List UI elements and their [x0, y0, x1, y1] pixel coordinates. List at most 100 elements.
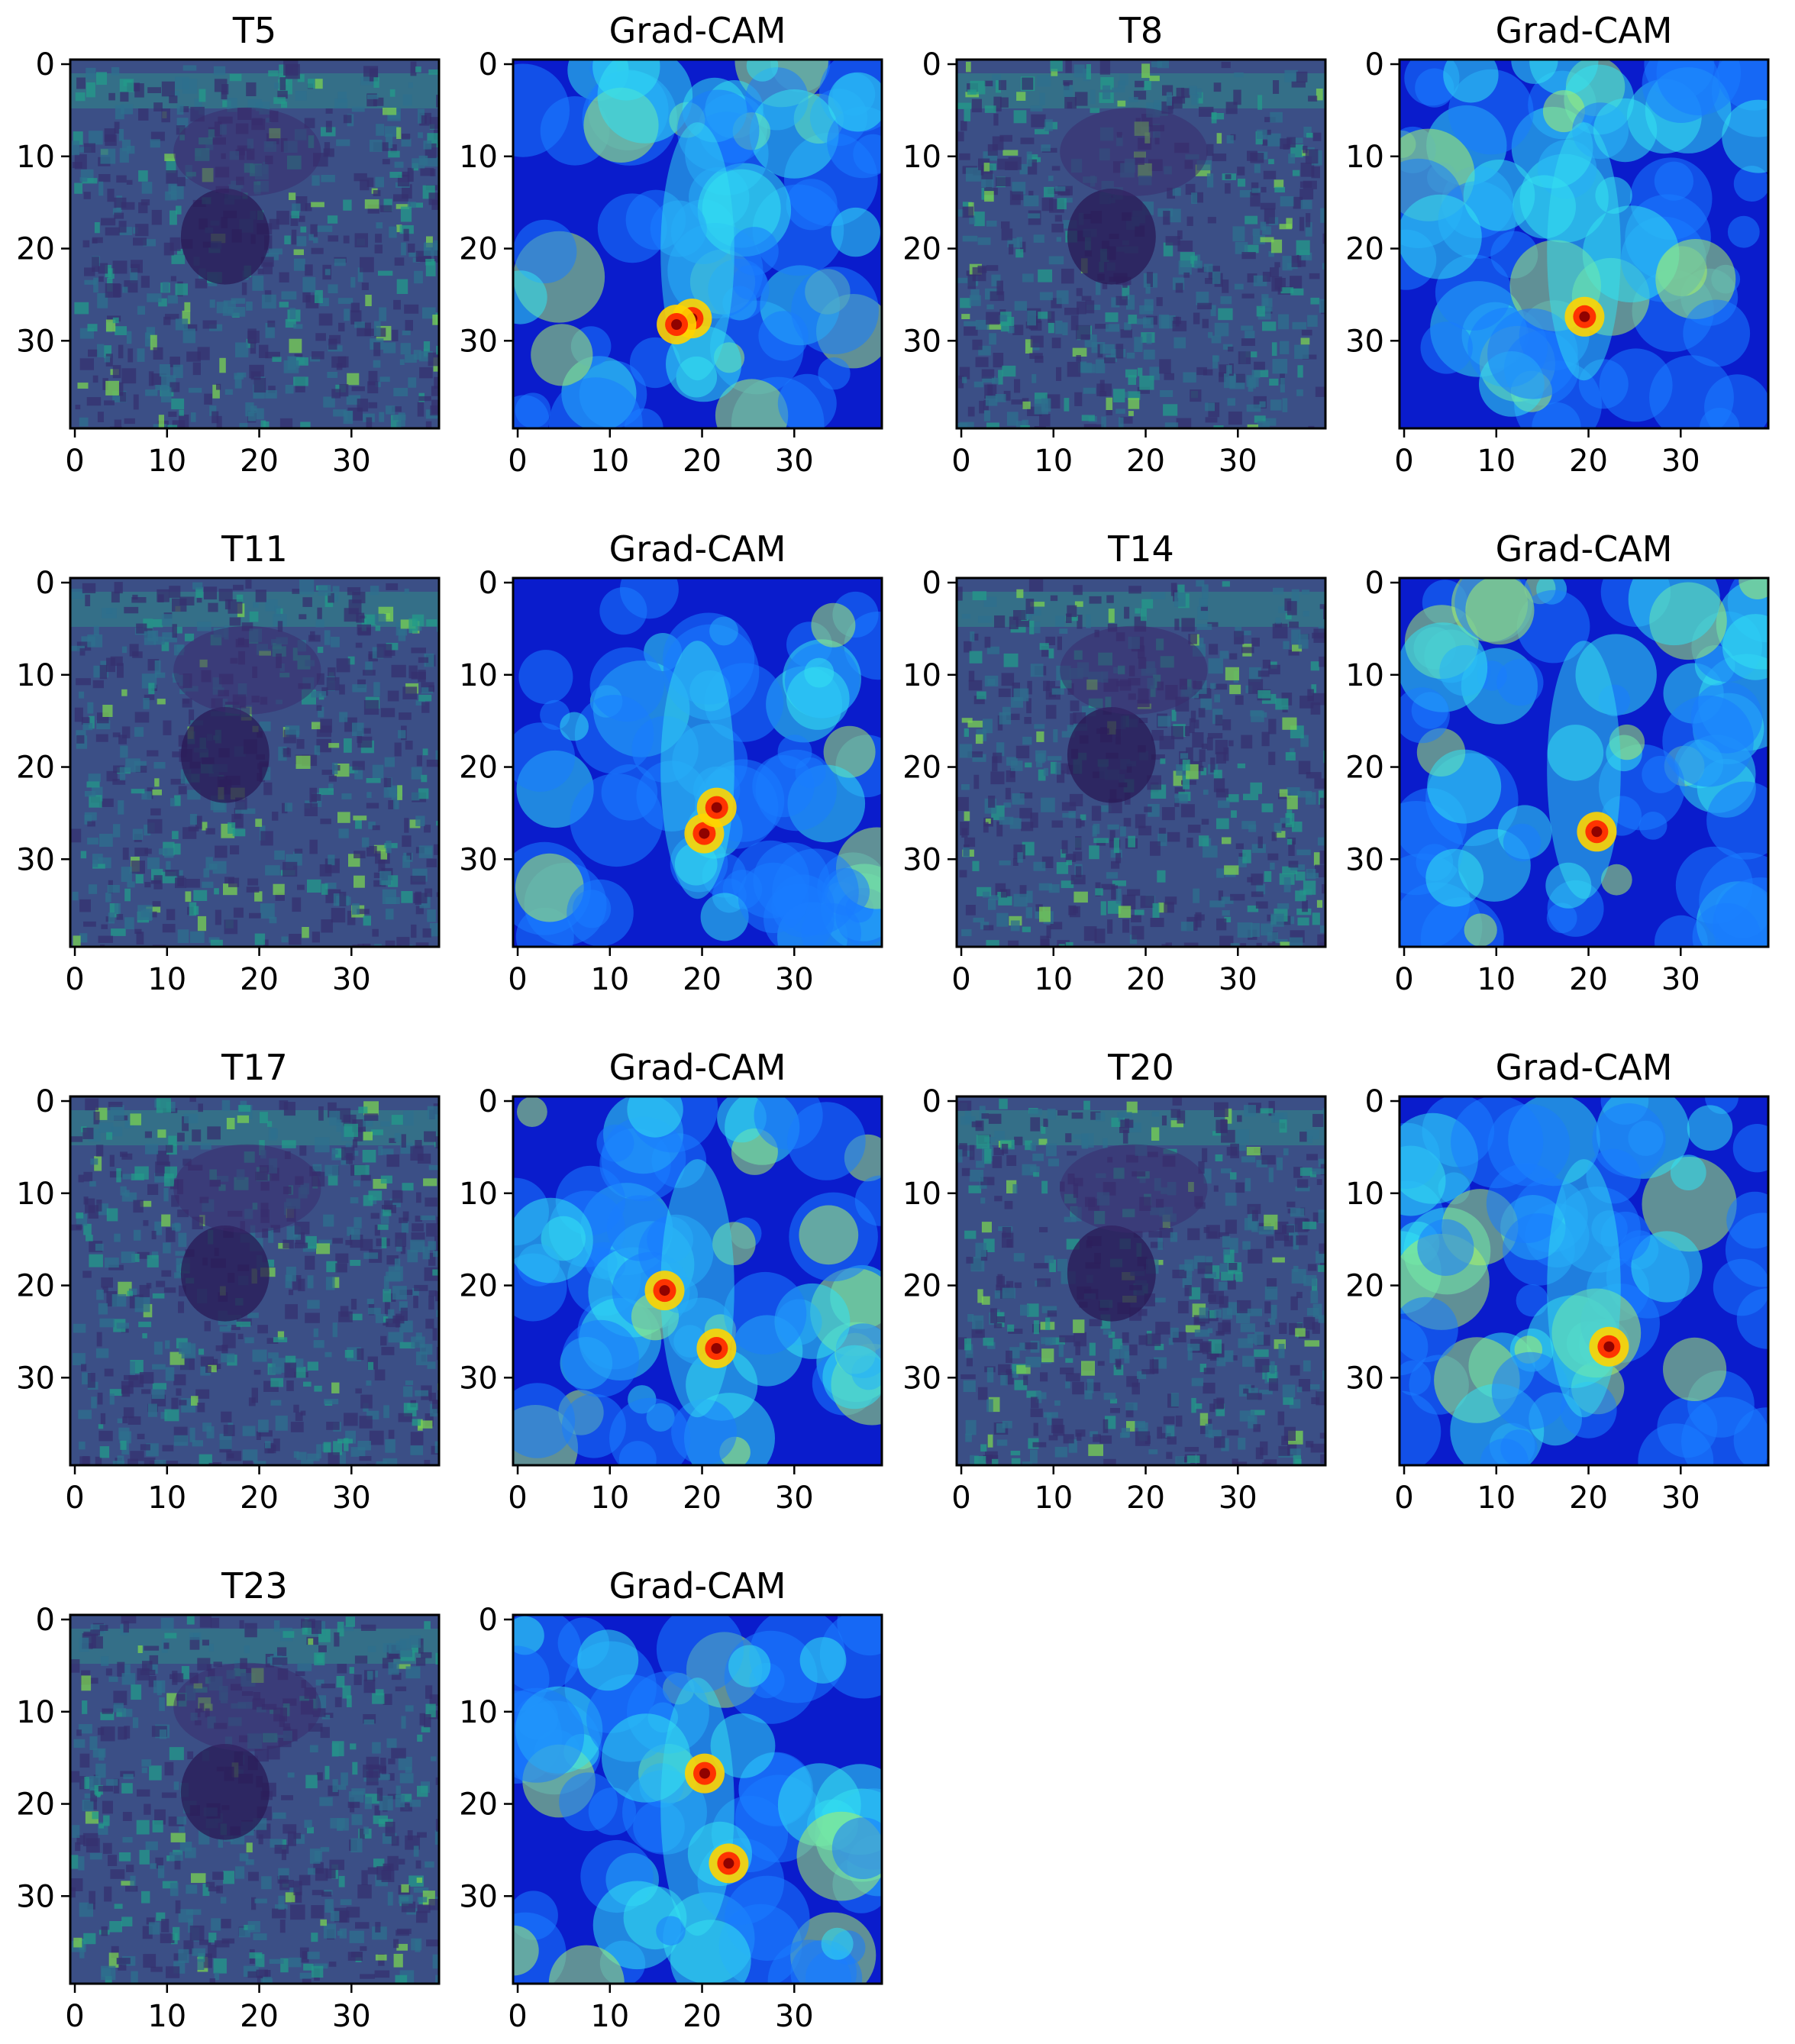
y-tick-label: 10	[1345, 658, 1384, 693]
x-tick-label: 30	[775, 962, 814, 997]
y-tick-label: 10	[1345, 1177, 1384, 1212]
input-image-panel: T20 0 10 20 30 0 10 20 30	[902, 1047, 1327, 1516]
x-tick-label: 10	[147, 1999, 186, 2034]
x-tick-label: 30	[332, 444, 371, 479]
y-tick-label: 30	[1345, 324, 1384, 359]
gradcam-heatmap	[1400, 1096, 1768, 1465]
y-tick-label: 30	[16, 1879, 55, 1914]
panel-title: Grad-CAM	[609, 1565, 786, 1606]
y-tick-label: 10	[902, 140, 941, 175]
y-tick-label: 0	[36, 1603, 55, 1638]
input-image	[957, 578, 1325, 947]
axes-frame	[69, 1095, 441, 1467]
axes-frame	[1398, 576, 1770, 948]
x-tick-label: 10	[1477, 444, 1516, 479]
x-tick-label: 0	[1394, 444, 1413, 479]
x-tick-label: 30	[332, 1999, 371, 2034]
y-tick-label: 30	[1345, 842, 1384, 877]
gradcam-heatmap	[1400, 578, 1768, 947]
x-tick-label: 10	[147, 1481, 186, 1516]
x-tick-label: 30	[1661, 444, 1700, 479]
input-image-panel: T5 0 10 20 30 0 10 20 30	[16, 10, 441, 479]
y-tick-label: 0	[1365, 566, 1384, 601]
axes-frame	[955, 58, 1327, 430]
y-tick-label: 20	[1345, 751, 1384, 786]
input-image	[957, 60, 1325, 428]
y-tick-label: 30	[16, 1361, 55, 1396]
panel-title: T14	[1107, 528, 1174, 570]
y-tick-label: 20	[459, 232, 498, 267]
y-tick-label: 0	[36, 566, 55, 601]
x-tick-label: 30	[332, 962, 371, 997]
x-tick-label: 0	[65, 1999, 84, 2034]
x-tick-label: 0	[508, 1481, 527, 1516]
x-tick-label: 20	[1126, 962, 1165, 997]
x-tick-label: 10	[590, 1999, 629, 2034]
panel-title: Grad-CAM	[1496, 1047, 1673, 1088]
x-tick-label: 10	[590, 1481, 629, 1516]
x-tick-label: 0	[508, 444, 527, 479]
x-tick-label: 10	[590, 444, 629, 479]
x-tick-label: 0	[65, 962, 84, 997]
x-tick-label: 30	[775, 444, 814, 479]
y-tick-label: 20	[459, 751, 498, 786]
gradcam-heatmap	[513, 578, 882, 947]
gradcam-heatmap-panel: Grad-CAM 0 10 20 30 0 10 20 30	[1345, 10, 1770, 479]
y-tick-label: 30	[459, 842, 498, 877]
y-tick-label: 10	[16, 140, 55, 175]
panel-title: T8	[1119, 10, 1163, 51]
y-tick-label: 30	[459, 324, 498, 359]
x-tick-label: 20	[1569, 1481, 1608, 1516]
x-tick-label: 10	[1034, 962, 1073, 997]
axes-frame	[69, 1613, 441, 1985]
y-tick-label: 0	[479, 1603, 498, 1638]
x-tick-label: 20	[1126, 444, 1165, 479]
panel-title: T11	[221, 528, 288, 570]
axes-frame	[69, 576, 441, 948]
gradcam-heatmap-panel: Grad-CAM 0 10 20 30 0 10 20 30	[1345, 1047, 1770, 1516]
x-tick-label: 30	[1661, 962, 1700, 997]
axes-frame	[1398, 1095, 1770, 1467]
x-tick-label: 20	[683, 962, 722, 997]
axes-frame	[69, 58, 441, 430]
input-image	[70, 1615, 439, 1984]
x-tick-label: 0	[508, 1999, 527, 2034]
y-tick-label: 30	[902, 324, 941, 359]
gradcam-heatmap-panel: Grad-CAM 0 10 20 30 0 10 20 30	[459, 1565, 883, 2034]
x-tick-label: 10	[1477, 962, 1516, 997]
y-tick-label: 10	[459, 1177, 498, 1212]
panel-title: T17	[221, 1047, 288, 1088]
input-image	[957, 1096, 1325, 1465]
x-tick-label: 20	[1126, 1481, 1165, 1516]
y-tick-label: 0	[922, 1084, 941, 1119]
gradcam-heatmap-panel: Grad-CAM 0 10 20 30 0 10 20 30	[1345, 528, 1770, 997]
panel-title: Grad-CAM	[609, 10, 786, 51]
y-tick-label: 0	[1365, 47, 1384, 82]
x-tick-label: 0	[65, 1481, 84, 1516]
input-image-panel: T11 0 10 20 30 0 10 20 30	[16, 528, 441, 997]
x-tick-label: 30	[1219, 1481, 1257, 1516]
x-tick-label: 20	[683, 444, 722, 479]
axes-frame	[512, 58, 883, 430]
x-tick-label: 20	[683, 1999, 722, 2034]
y-tick-label: 20	[902, 751, 941, 786]
x-tick-label: 0	[508, 962, 527, 997]
input-image-panel: T8 0 10 20 30 0 10 20 30	[902, 10, 1327, 479]
x-tick-label: 30	[1219, 444, 1257, 479]
y-tick-label: 30	[1345, 1361, 1384, 1396]
y-tick-label: 0	[479, 47, 498, 82]
x-tick-label: 30	[332, 1481, 371, 1516]
y-tick-label: 20	[459, 1269, 498, 1304]
x-tick-label: 20	[240, 1999, 279, 2034]
x-tick-label: 20	[1569, 444, 1608, 479]
panel-title: T20	[1107, 1047, 1174, 1088]
y-tick-label: 0	[36, 47, 55, 82]
panel-title: Grad-CAM	[609, 528, 786, 570]
axes-frame	[512, 1095, 883, 1467]
x-tick-label: 30	[775, 1999, 814, 2034]
y-tick-label: 0	[479, 1084, 498, 1119]
y-tick-label: 10	[459, 658, 498, 693]
x-tick-label: 10	[1034, 444, 1073, 479]
input-image	[70, 1096, 439, 1465]
gradcam-heatmap	[513, 1096, 882, 1465]
